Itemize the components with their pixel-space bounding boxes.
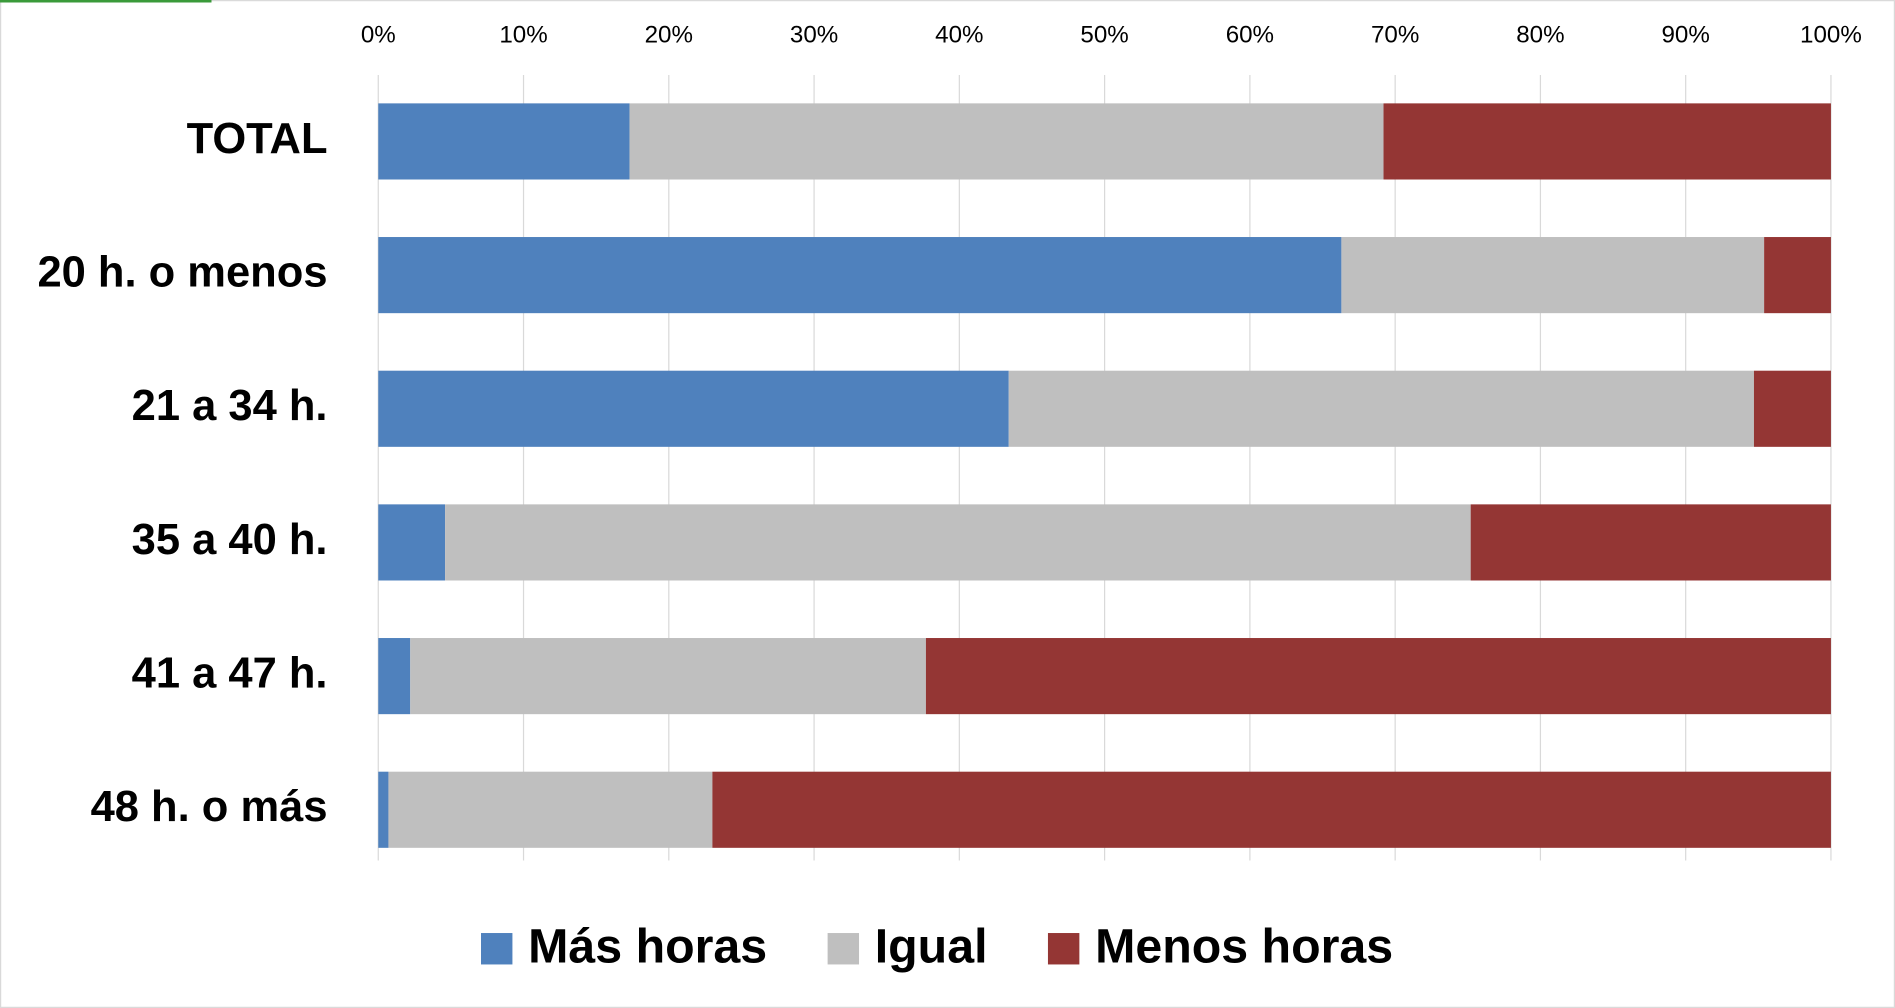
legend-label: Más horas xyxy=(528,920,767,974)
bar-segment xyxy=(1753,370,1831,447)
x-tick-label: 70% xyxy=(1371,22,1419,49)
x-tick-label: 10% xyxy=(499,22,547,49)
bar-segment xyxy=(1008,370,1754,447)
bar-segment xyxy=(388,771,713,848)
bar-segment xyxy=(629,103,1384,180)
x-tick-label: 30% xyxy=(790,22,838,49)
y-tick-label: 41 a 47 h. xyxy=(132,650,328,698)
bar-segment xyxy=(378,638,411,715)
x-tick-label: 100% xyxy=(1800,22,1862,49)
y-tick-label: 20 h. o menos xyxy=(37,249,327,297)
bar-segment xyxy=(445,504,1471,581)
bar-segment xyxy=(1764,237,1831,314)
legend-label: Menos horas xyxy=(1095,920,1393,974)
legend-label: Igual xyxy=(875,920,988,974)
y-tick-label: TOTAL xyxy=(187,115,328,163)
legend-swatch xyxy=(1047,933,1080,965)
bar-segment xyxy=(378,771,389,848)
x-tick-label: 50% xyxy=(1080,22,1128,49)
bar-segment xyxy=(378,103,630,180)
legend-swatch xyxy=(481,933,513,965)
x-tick-label: 40% xyxy=(935,22,983,49)
bar-segment xyxy=(378,370,1009,447)
y-tick-label: 48 h. o más xyxy=(91,783,328,831)
y-tick-label: 21 a 34 h. xyxy=(132,382,328,430)
bar-segment xyxy=(410,638,926,715)
bar-segment xyxy=(1341,237,1765,314)
legend-swatch xyxy=(827,933,860,965)
y-tick-label: 35 a 40 h. xyxy=(132,516,328,564)
x-tick-label: 60% xyxy=(1226,22,1274,49)
bar-segment xyxy=(1383,103,1831,180)
x-tick-label: 90% xyxy=(1662,22,1710,49)
bar-segment xyxy=(712,771,1831,848)
x-tick-label: 20% xyxy=(645,22,693,49)
bar-segment xyxy=(1470,504,1831,581)
bar-segment xyxy=(378,504,446,581)
bar-segment xyxy=(925,638,1831,715)
bar-segment xyxy=(378,237,1342,314)
x-tick-label: 80% xyxy=(1516,22,1564,49)
x-tick-label: 0% xyxy=(361,22,396,49)
